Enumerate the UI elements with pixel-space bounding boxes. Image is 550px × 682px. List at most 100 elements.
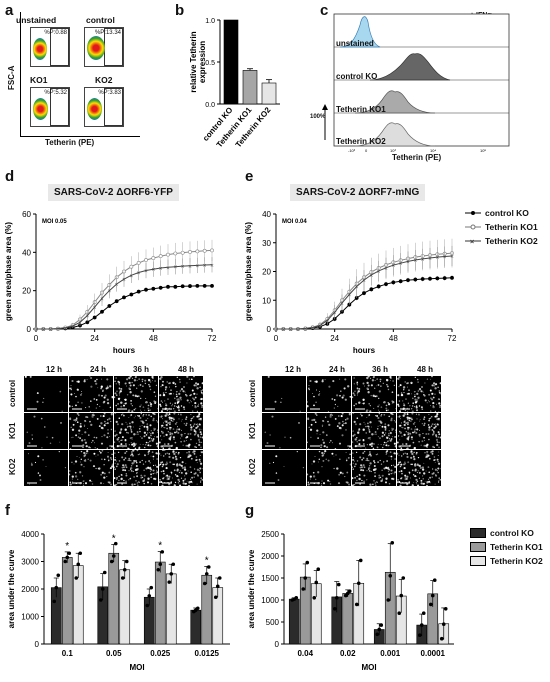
data-point: × [377,269,381,275]
hist-row-unstained: unstained [336,39,374,48]
bar-legend-item: Tetherin KO2 [470,556,543,566]
replicate-point [314,580,319,585]
micrograph [114,450,158,486]
svg-text:10⁵: 10⁵ [480,148,486,153]
micrograph [24,413,68,449]
y-tick-label: 0 [275,640,280,649]
hist-scale-label: 100% [310,114,326,120]
replicate-point [316,567,321,571]
significance-star: * [205,555,209,566]
data-point: × [304,327,308,333]
replicate-point [419,623,424,627]
micrograph [114,413,158,449]
replicate-point [65,555,70,560]
replicate-point [301,587,306,591]
panel-letter-e: e [245,168,254,185]
replicate-point [76,562,81,567]
micrograph [307,450,351,486]
significance-star: * [158,541,162,552]
x-axis-label: hours [113,346,136,355]
chart-e: 0 10 20 30 40 0 24 48 72 hours green area/phase ar… [244,210,457,355]
replicate-point [78,551,83,556]
data-point: × [130,274,134,280]
data-point: × [414,259,418,265]
series-line [36,285,212,330]
data-point: × [311,326,315,332]
data-point: × [108,289,112,295]
data-point [144,287,148,292]
data-point: × [56,327,60,333]
y-tick-label: 60 [22,210,31,219]
x-axis-label: MOI [361,663,376,672]
x-axis-label: MOI [129,663,144,672]
curve-legend-item: control KO [465,208,529,218]
replicate-point [336,582,341,587]
facs-label-control: control [86,15,115,25]
data-point: × [392,264,396,270]
category-label: 0.1 [62,649,74,658]
replicate-point [430,593,435,598]
replicate-point [439,636,444,641]
hist-x-label: Tetherin (PE) [392,153,442,162]
data-point [442,276,447,281]
y-tick-label: 40 [262,210,271,219]
facs-pct-ko1: %P:5.32 [44,90,67,96]
micro-col-label: 36 h [133,365,150,374]
y-tick-label: 10 [262,296,271,305]
data-point: × [174,265,178,271]
y-axis-label: green area/phase area (%) [244,222,253,321]
y-tick-label: 2500 [261,530,279,539]
replicate-point [167,580,172,584]
y-tick-label: 20 [262,268,271,277]
y-tick-label: 40 [22,248,31,257]
replicate-point [421,611,426,615]
data-point [188,284,192,288]
replicate-point [375,632,380,637]
replicate-point [109,559,114,564]
y-tick-label: 3000 [21,558,39,567]
data-point: × [144,269,148,275]
data-point [188,250,192,254]
data-point: × [326,319,330,325]
bar [61,557,73,645]
data-point [435,276,440,281]
data-point: × [370,273,374,279]
data-point: × [93,305,97,311]
chart-g: 0 500 1000 1500 2000 2500 0.04 0.02 0.001 0.0001 M… [247,530,454,672]
micro-col-label: 12 h [285,365,302,374]
data-point [166,284,170,289]
replicate-point [102,570,107,575]
data-point: × [428,256,432,262]
micro-col-label: 48 h [178,365,195,374]
data-point: × [348,293,352,299]
hist-unstained [339,16,381,48]
bar [154,561,166,645]
category-label: 0.0001 [421,649,446,658]
hist-ko1 [354,90,436,114]
data-point: × [181,265,185,271]
data-point: × [71,325,75,331]
hist-row-ko2: Tetherin KO2 [336,137,386,146]
replicate-point [390,541,395,545]
facs-y-label: FSC-A [7,65,16,90]
category-label: 0.025 [150,649,171,658]
micrograph [307,413,351,449]
data-point: × [122,278,126,284]
data-point: × [362,279,366,285]
data-point [362,291,366,295]
y-tick-label: 1000 [21,613,39,622]
replicate-point [98,598,103,602]
micrograph [159,376,203,412]
data-point [158,254,163,259]
replicate-point [202,581,207,586]
series-line [276,255,453,330]
data-point [398,279,403,284]
data-point: × [450,254,454,260]
data-point [413,277,418,282]
data-point [173,251,178,256]
micrograph [24,376,68,412]
category-label: 0.0125 [195,649,220,658]
replicate-point [215,584,220,589]
bar [165,573,177,645]
facs-plot-unstained: %P:0.88 [30,27,70,67]
